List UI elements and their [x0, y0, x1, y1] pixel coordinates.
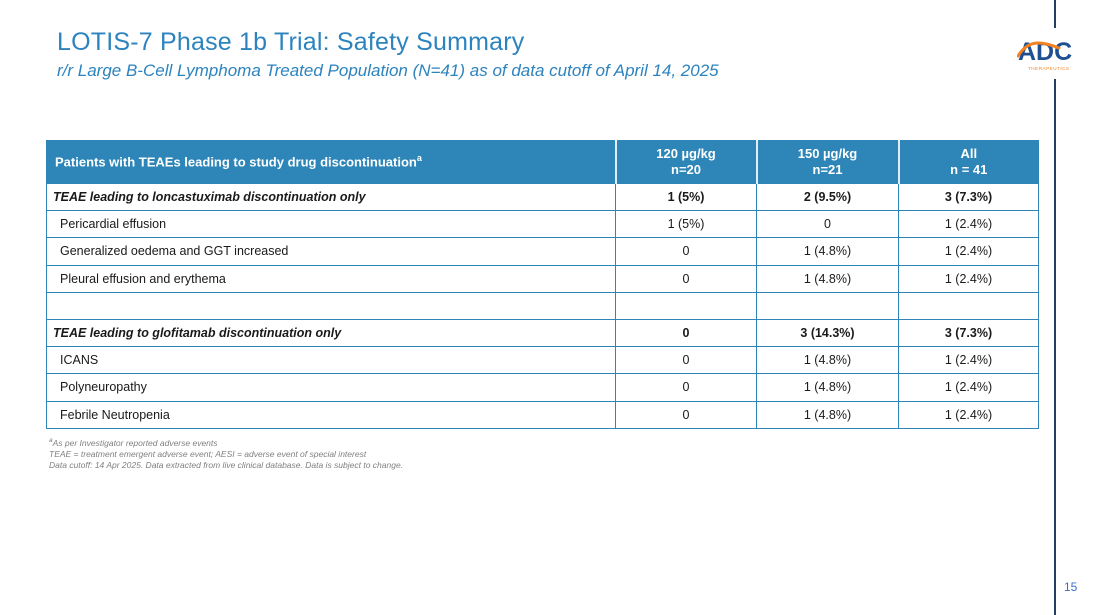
table-header-row: Patients with TEAEs leading to study dru…	[46, 140, 1039, 184]
row-value: 3 (7.3%)	[898, 318, 1039, 348]
row-value	[615, 291, 757, 320]
column-header-dose: All	[960, 145, 978, 161]
column-header-n: n=21	[812, 162, 843, 177]
page-number: 15	[1064, 580, 1078, 594]
row-value: 0	[615, 400, 757, 429]
page-title: LOTIS-7 Phase 1b Trial: Safety Summary	[57, 28, 525, 56]
column-header-n: n=20	[671, 162, 701, 177]
row-value: 1 (4.8%)	[756, 400, 899, 429]
page-subtitle: r/r Large B-Cell Lymphoma Treated Popula…	[57, 61, 719, 80]
table-row: TEAE leading to glofitamab discontinuati…	[46, 318, 1039, 348]
table-row: ICANS 0 1 (4.8%) 1 (2.4%)	[46, 346, 1039, 375]
table-row: Febrile Neutropenia 0 1 (4.8%) 1 (2.4%)	[46, 400, 1039, 429]
row-value: 1 (5%)	[615, 182, 757, 212]
row-label: Polyneuropathy	[46, 373, 616, 402]
row-label: Generalized oedema and GGT increased	[46, 237, 616, 266]
row-label	[46, 291, 616, 320]
table-row: Polyneuropathy 0 1 (4.8%) 1 (2.4%)	[46, 373, 1039, 402]
table-row	[46, 291, 1039, 320]
column-header-all: All n = 41	[897, 140, 1039, 184]
column-header-n: n = 41	[950, 162, 988, 177]
row-value: 0	[756, 210, 899, 239]
table-header-superscript: a	[416, 153, 422, 164]
row-value: 1 (4.8%)	[756, 346, 899, 375]
column-header-dose: 120 µg/kg	[656, 145, 716, 161]
row-value	[898, 291, 1039, 320]
column-header-dose: 150 µg/kg	[797, 145, 858, 161]
row-value	[756, 291, 899, 320]
vertical-divider-top	[1054, 0, 1056, 28]
table-row: Generalized oedema and GGT increased 0 1 (…	[46, 237, 1039, 266]
row-value: 1 (2.4%)	[898, 237, 1039, 266]
column-header-150ugkg: 150 µg/kg n=21	[755, 140, 899, 184]
row-label: Pericardial effusion	[46, 210, 616, 239]
row-value: 1 (4.8%)	[756, 237, 899, 266]
table-row: Pericardial effusion 1 (5%) 0 1 (2.4%)	[46, 210, 1039, 239]
footnote-line: Data cutoff: 14 Apr 2025. Data extracted…	[49, 459, 404, 470]
row-value: 2 (9.5%)	[756, 182, 899, 212]
row-value: 0	[615, 318, 757, 348]
row-label: TEAE leading to glofitamab discontinuati…	[46, 318, 616, 348]
logo-subtext: THERAPEUTICS	[1028, 66, 1069, 71]
table-header-label: Patients with TEAEs leading to study dru…	[46, 140, 616, 184]
footnotes: aAs per Investigator reported adverse ev…	[49, 435, 403, 471]
row-value: 1 (2.4%)	[898, 373, 1039, 402]
row-value: 3 (14.3%)	[756, 318, 899, 348]
adc-logo-icon: ADC THERAPEUTICS	[1016, 38, 1072, 71]
row-value: 0	[615, 346, 757, 375]
footnote-line: TEAE = treatment emergent adverse event;…	[49, 448, 367, 459]
row-value: 1 (2.4%)	[898, 210, 1039, 239]
table-row: Pleural effusion and erythema 0 1 (4.8%) 1 …	[46, 264, 1039, 293]
row-value: 1 (4.8%)	[756, 264, 899, 293]
table-row: TEAE leading to loncastuximab discontinu…	[46, 182, 1039, 212]
row-value: 1 (2.4%)	[898, 400, 1039, 429]
row-value: 0	[615, 237, 757, 266]
row-label: ICANS	[46, 346, 616, 375]
logo-swoosh	[1016, 41, 1061, 58]
vertical-divider-bottom	[1054, 79, 1056, 615]
column-header-120ugkg: 120 µg/kg n=20	[614, 140, 757, 184]
row-value: 0	[615, 373, 757, 402]
footnote-line: aAs per Investigator reported adverse ev…	[49, 437, 218, 448]
table-body: TEAE leading to loncastuximab discontinu…	[46, 182, 1039, 429]
adc-therapeutics-logo: ADC THERAPEUTICS	[1016, 33, 1077, 77]
row-label: Febrile Neutropenia	[46, 400, 616, 429]
row-value: 0	[615, 264, 757, 293]
row-value: 3 (7.3%)	[898, 182, 1039, 212]
row-value: 1 (5%)	[615, 210, 757, 239]
teae-table: Patients with TEAEs leading to study dru…	[46, 140, 1039, 429]
row-label: Pleural effusion and erythema	[46, 264, 616, 293]
row-value: 1 (4.8%)	[756, 373, 899, 402]
row-label: TEAE leading to loncastuximab discontinu…	[46, 182, 616, 212]
row-value: 1 (2.4%)	[898, 264, 1039, 293]
table-header-label-text: Patients with TEAEs leading to study dru…	[55, 154, 417, 170]
row-value: 1 (2.4%)	[898, 346, 1039, 375]
